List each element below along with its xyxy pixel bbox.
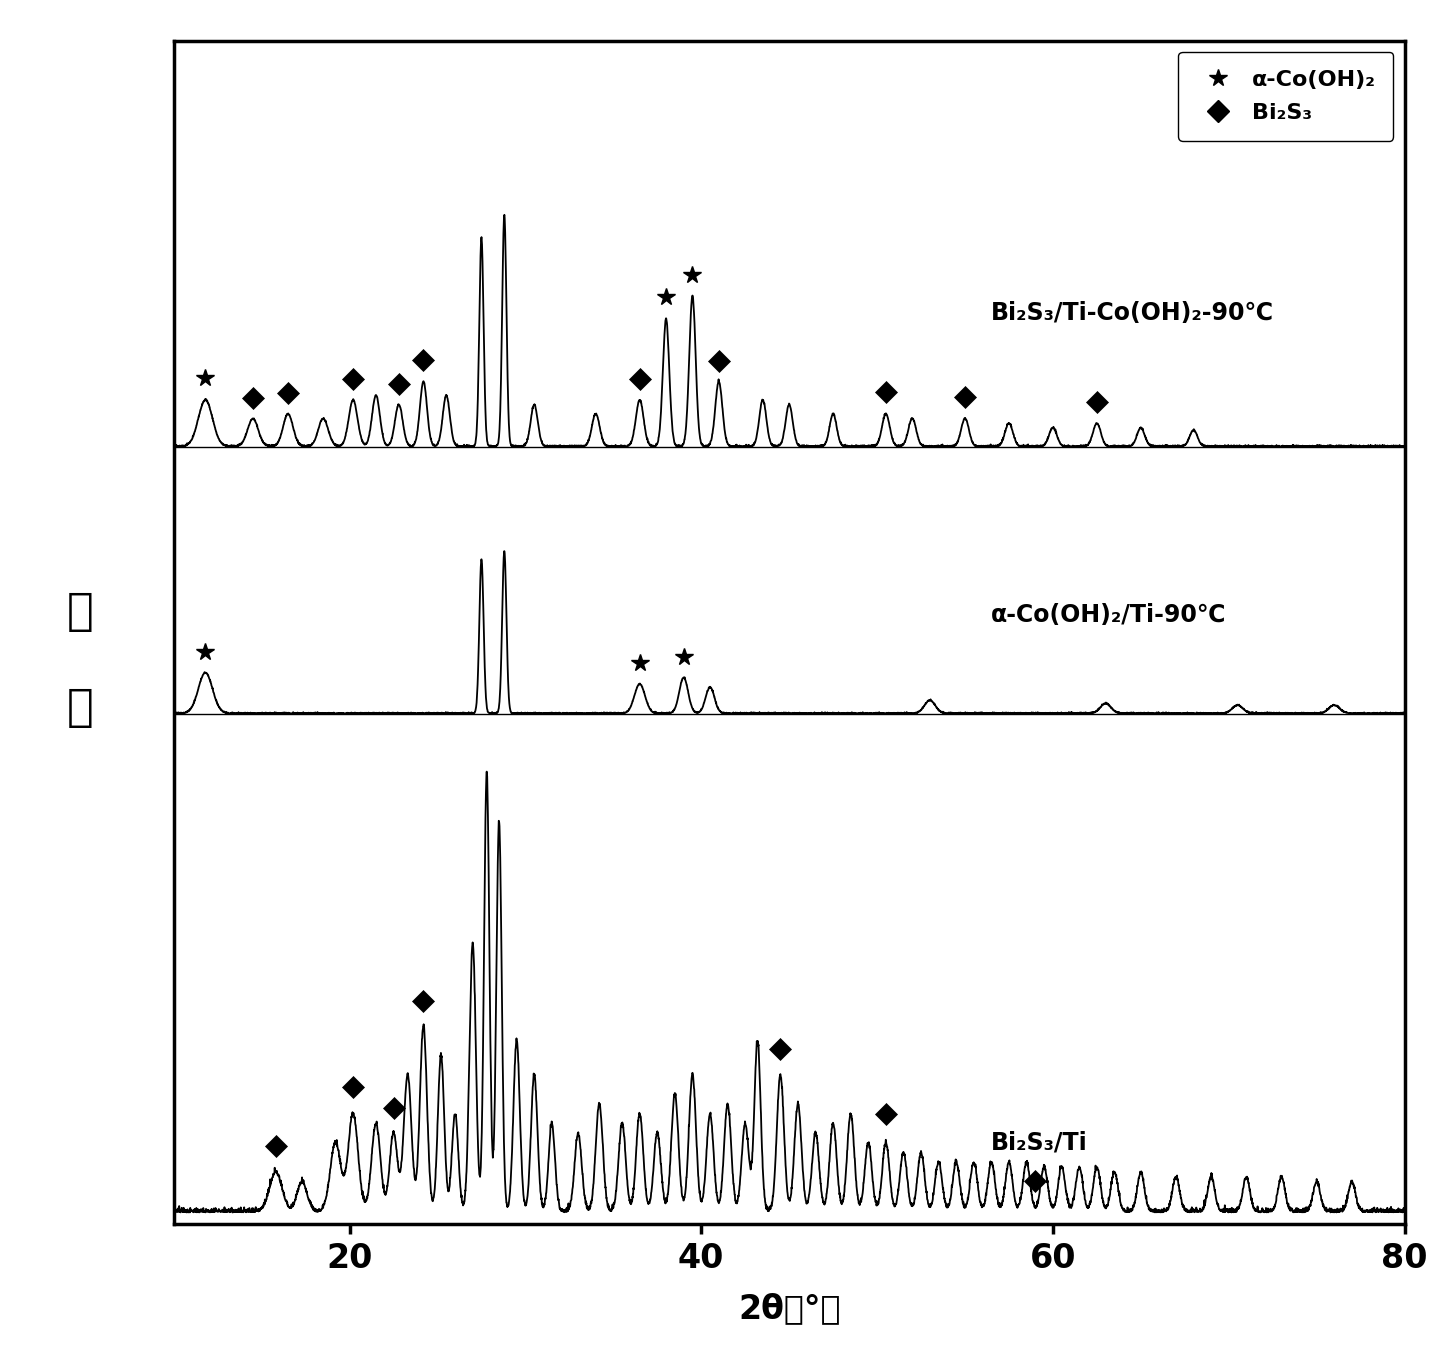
Text: Bi₂S₃/Ti-Co(OH)₂-90℃: Bi₂S₃/Ti-Co(OH)₂-90℃ <box>992 302 1274 325</box>
Text: Bi₂S₃/Ti: Bi₂S₃/Ti <box>992 1130 1087 1155</box>
X-axis label: 2θ（°）: 2θ（°） <box>738 1292 840 1325</box>
Text: α-Co(OH)₂/Ti-90℃: α-Co(OH)₂/Ti-90℃ <box>992 602 1226 627</box>
Text: 度: 度 <box>67 685 93 729</box>
Legend: α-Co(OH)₂, Bi₂S₃: α-Co(OH)₂, Bi₂S₃ <box>1179 52 1393 141</box>
Text: 强: 强 <box>67 590 93 634</box>
